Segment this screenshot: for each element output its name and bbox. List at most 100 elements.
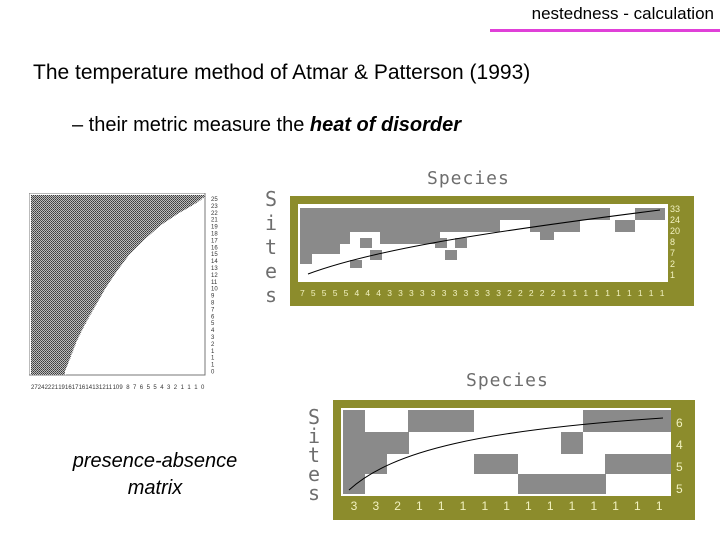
sites-letter: t: [307, 443, 321, 467]
column-value: 1: [590, 499, 597, 513]
bottom-panel-row-values: 6 4 5 5: [676, 416, 683, 496]
bottom-panel-species-label: Species: [466, 370, 549, 391]
sites-letter: e: [264, 259, 278, 283]
column-label: 19: [58, 385, 65, 391]
column-label: 7: [133, 385, 137, 391]
column-value: 1: [634, 499, 641, 513]
column-value: 5: [333, 288, 338, 298]
row-value: 2: [670, 259, 675, 269]
column-value: 3: [474, 288, 479, 298]
row-label: 22: [211, 211, 218, 217]
column-value: 1: [562, 288, 567, 298]
column-label: 24: [38, 385, 45, 391]
sites-letter: s: [264, 283, 278, 307]
top-panel-presence-cells: [300, 208, 665, 268]
column-value: 3: [496, 288, 501, 298]
row-value: 5: [676, 460, 683, 474]
slide-title: The temperature method of Atmar & Patter…: [33, 61, 531, 84]
row-label: 0: [211, 370, 215, 376]
column-label: 3: [167, 385, 171, 391]
sites-letter: s: [307, 481, 321, 505]
row-label: 12: [211, 273, 218, 279]
large-matrix-column-labels: 27 24 22 21 19 16 17 16 14 13 12 11 10 9 8 7 6 5 5 4 3 2 1 1 1 0: [31, 385, 205, 391]
bottom-panel-sites-label: S i t e s: [306, 405, 322, 505]
row-label: 17: [211, 238, 218, 244]
column-label: 4: [160, 385, 164, 391]
top-panel-sites-label: S i t e s: [263, 187, 279, 307]
column-value: 3: [464, 288, 469, 298]
column-value: 3: [485, 288, 490, 298]
column-label: 1: [194, 385, 198, 391]
row-label: 7: [211, 307, 215, 313]
row-label: 25: [211, 197, 218, 203]
column-value: 1: [612, 499, 619, 513]
column-value: 2: [518, 288, 523, 298]
column-value: 3: [442, 288, 447, 298]
column-value: 1: [656, 499, 663, 513]
matrix-caption: presence-absence matrix: [40, 448, 270, 502]
row-label: 10: [211, 287, 218, 293]
sites-letter: i: [264, 211, 278, 235]
sites-letter: t: [264, 235, 278, 259]
large-matrix-presence-area: [31, 195, 205, 375]
row-label: 4: [211, 328, 215, 334]
column-value: 3: [398, 288, 403, 298]
row-value: 20: [670, 226, 680, 236]
large-presence-absence-matrix: 25 23 22 21 19 18 17 16 15 14 13 12 11 10 9 8 7 6 5 4 3 2 1 1 1 0…: [28, 192, 225, 393]
row-value: 5: [676, 482, 683, 496]
row-label: 11: [211, 280, 218, 286]
column-value: 3: [387, 288, 392, 298]
column-value: 7: [300, 288, 305, 298]
sites-letter: e: [307, 462, 321, 486]
slide-subtitle: – their metric measure the heat of disor…: [72, 114, 461, 137]
column-label: 8: [126, 385, 130, 391]
bottom-panel-isocline: [348, 417, 664, 491]
column-label: 13: [92, 385, 99, 391]
column-value: 1: [573, 288, 578, 298]
header-rule: [490, 29, 720, 32]
row-label: 1: [211, 349, 215, 355]
column-value: 5: [344, 288, 349, 298]
row-label: 21: [211, 218, 218, 224]
sites-letter: S: [307, 405, 321, 429]
caption-line-1: presence-absence: [72, 450, 238, 472]
column-label: 12: [99, 385, 106, 391]
row-value: 6: [676, 416, 683, 430]
column-value: 1: [547, 499, 554, 513]
column-value: 1: [638, 288, 643, 298]
row-label: 18: [211, 232, 218, 238]
top-panel-species-label: Species: [427, 168, 510, 189]
column-label: 9: [119, 385, 123, 391]
column-value: 3: [420, 288, 425, 298]
large-matrix-graphic: 2523222119181716151413121110987654321110…: [28, 192, 218, 391]
row-label: 9: [211, 294, 215, 300]
row-label: 15: [211, 252, 218, 258]
column-value: 1: [525, 499, 532, 513]
column-value: 1: [460, 499, 467, 513]
column-value: 1: [649, 288, 654, 298]
row-label: 14: [211, 259, 218, 265]
row-label: 19: [211, 225, 218, 231]
column-label: 2: [174, 385, 178, 391]
column-value: 2: [507, 288, 512, 298]
column-label: 11: [106, 385, 113, 391]
column-value: 3: [453, 288, 458, 298]
column-value: 2: [529, 288, 534, 298]
top-panel-isocline: [307, 209, 661, 275]
row-value: 24: [670, 215, 680, 225]
subtitle-emphasis: heat of disorder: [309, 114, 462, 136]
column-label: 21: [51, 385, 58, 391]
row-label: 23: [211, 204, 218, 210]
column-label: 0: [201, 385, 205, 391]
column-label: 5: [147, 385, 151, 391]
row-value: 7: [670, 248, 675, 258]
column-label: 22: [45, 385, 52, 391]
column-value: 3: [351, 499, 358, 513]
row-label: 13: [211, 266, 218, 272]
row-label: 3: [211, 335, 215, 341]
column-value: 1: [503, 499, 510, 513]
